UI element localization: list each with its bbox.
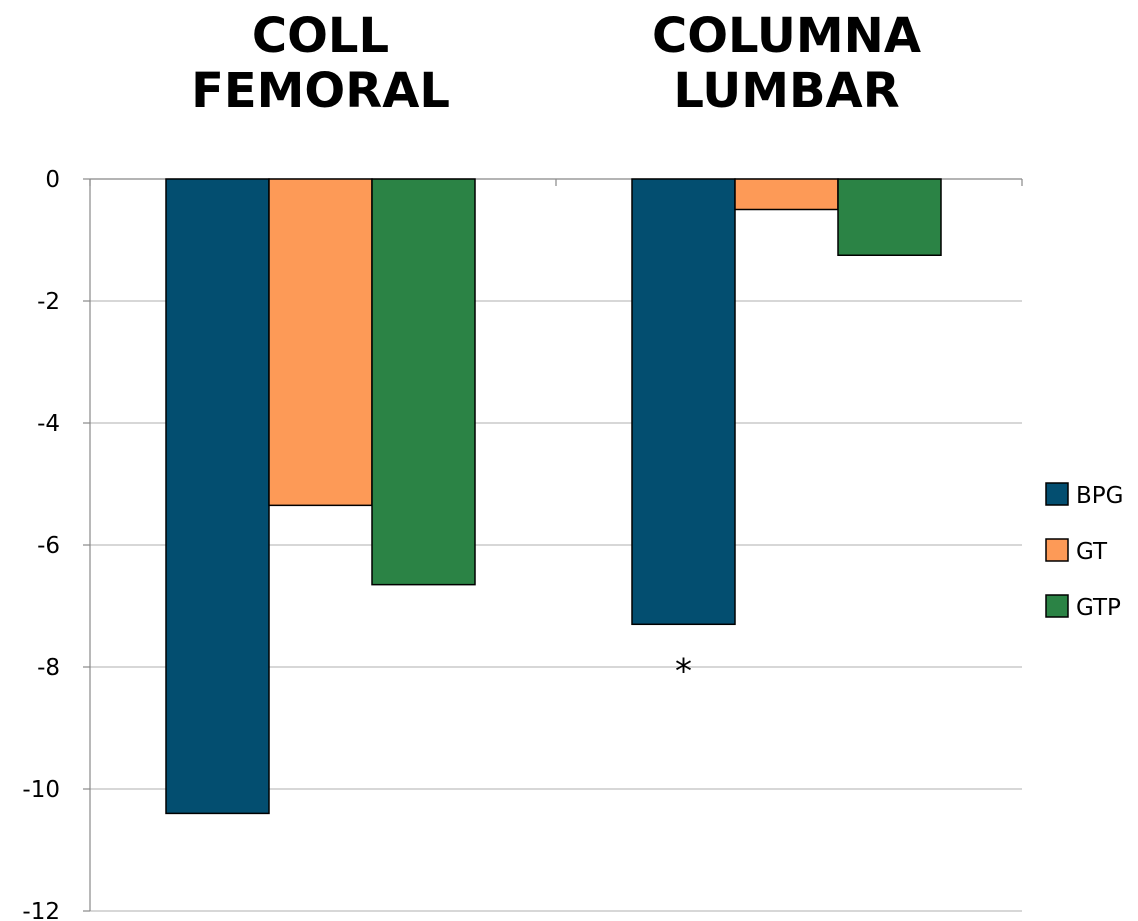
category-title-line: FEMORAL xyxy=(191,63,450,119)
annotations: * xyxy=(675,651,692,691)
legend-swatch-gt xyxy=(1045,538,1069,562)
y-tick-label: -10 xyxy=(22,777,60,803)
y-tick-label: 0 xyxy=(45,167,60,193)
category-title-line: COLUMNA xyxy=(652,8,921,64)
y-tick-label: -2 xyxy=(37,289,60,315)
y-tick-label: -4 xyxy=(37,411,60,437)
y-tick-label: -8 xyxy=(37,655,60,681)
bar-gtp-2 xyxy=(837,178,942,256)
y-tick-label: -6 xyxy=(37,533,60,559)
y-tick-labels: 0 -2 -4 -6 -8 -10 -12 xyxy=(22,167,60,921)
legend: BPG GT GTP xyxy=(1045,482,1123,621)
bar-bpg-2 xyxy=(631,178,736,626)
bar-gt-1 xyxy=(268,178,373,507)
legend-label-gt: GT xyxy=(1076,539,1108,565)
legend-label-gtp: GTP xyxy=(1076,595,1121,621)
category-title-line: COLL xyxy=(252,8,389,64)
bar-gtp-1 xyxy=(371,178,476,586)
y-tick-label: -12 xyxy=(22,899,60,921)
bars xyxy=(165,178,942,815)
significance-annotation: * xyxy=(675,651,692,691)
legend-swatch-gtp xyxy=(1045,594,1069,618)
legend-label-bpg: BPG xyxy=(1076,483,1123,509)
category-title-line: LUMBAR xyxy=(673,63,899,119)
bar-bpg-1 xyxy=(165,178,270,815)
axes xyxy=(83,178,1023,912)
bar-gt-2 xyxy=(734,178,839,211)
legend-swatch-bpg xyxy=(1045,482,1069,506)
